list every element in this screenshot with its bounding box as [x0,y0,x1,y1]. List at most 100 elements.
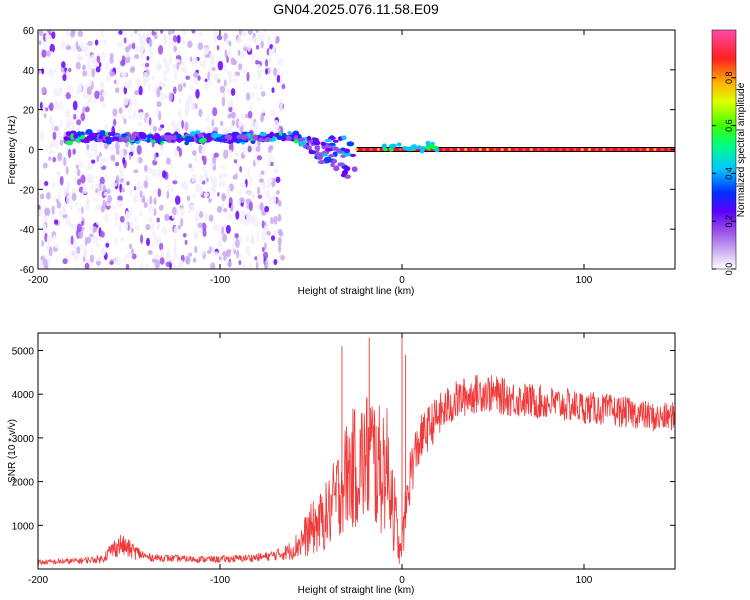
spectrogram-cell [159,242,164,251]
spectrogram-cell [189,85,194,90]
spectrogram-cell [77,207,82,214]
spectrogram-cell [195,183,201,193]
spectrogram-cell [246,251,252,257]
spectrogram-cell [70,44,77,52]
spectrogram-cell [529,148,533,151]
spectrogram-cell [206,177,209,183]
spectrogram-cell [115,141,120,152]
spectrogram-cell [59,138,64,147]
spectrogram-y-axis-label: Frequency (Hz) [7,116,18,185]
spectrogram-cell [195,89,200,99]
spectrogram-cell [226,186,231,191]
spectrogram-cell [123,95,129,106]
spectrogram-cell [38,69,41,75]
spectrogram-cell [139,112,144,121]
spectrogram-cell [156,217,161,224]
spectrogram-cell [226,189,230,200]
spectrogram-cell [105,74,112,82]
spectrogram-cell [65,108,71,118]
spectrogram-cell [257,32,261,42]
spectrogram-cell [178,98,182,104]
spectrogram-cell [134,225,140,231]
spectrogram-cell [62,258,68,265]
spectrogram-cell [420,146,426,151]
spectrogram-cell [263,251,269,260]
spectrogram-cell [237,49,241,56]
colorbar-tick-label: 0.6 [724,119,734,132]
spectrogram-cell [63,156,67,167]
x-tick-label: -100 [210,575,230,586]
spectrogram-cell [131,42,136,50]
spectrogram-cell [239,165,243,173]
spectrogram-cell [238,260,242,266]
spectrogram-cell [362,148,366,151]
spectrogram-cell [161,145,165,150]
spectrogram-cell [256,63,261,69]
spectrogram-cell [151,258,157,263]
spectrogram-cell [119,215,125,223]
spectrogram-cell [67,148,72,159]
spectrogram-cell [544,148,548,151]
spectrogram-cell [57,130,61,136]
spectrogram-cell [320,141,326,147]
spectrogram-cell [155,61,162,72]
spectrogram-cell [81,64,86,71]
spectrogram-cell [100,247,107,256]
spectrogram-cell [188,252,193,257]
spectrogram-cell [166,190,170,200]
y-tick-label: -60 [20,265,35,276]
spectrogram-cell [232,135,238,141]
spectrogram-cell [177,83,183,93]
spectrogram-cell [147,168,154,174]
spectrogram-cell [160,82,167,88]
spectrogram-cell [219,120,224,127]
spectrogram-cell [224,49,228,59]
spectrogram-cell [92,235,99,244]
spectrogram-cell [277,57,284,66]
spectrogram-cell [341,170,349,176]
spectrogram-cell [207,71,210,81]
spectrogram-cell [41,68,45,75]
spectrogram-cell [168,41,174,47]
spectrogram-cell [315,145,320,152]
spectrogram-cell [83,42,87,50]
spectrogram-cell [154,253,160,260]
spectrogram-cell [155,107,159,116]
spectrogram-cell [162,76,168,82]
spectrogram-cell [58,135,64,141]
spectrogram-cell [270,216,274,225]
spectrogram-cell [84,106,90,113]
spectrogram-cell [330,162,335,168]
spectrogram-cell [171,206,177,216]
spectrogram-cell [224,134,233,140]
spectrogram-cell [248,37,253,42]
spectrogram-cell [65,140,73,146]
spectrogram-cell [185,256,191,265]
spectrogram-cell [293,139,299,144]
spectrogram-cell [130,228,134,233]
spectrogram-cell [235,172,238,180]
spectrogram-cell [124,53,130,58]
spectrogram-cell [278,98,284,108]
spectrogram-cell [77,83,83,93]
spectrogram-cell [272,46,276,55]
spectrogram-cell [212,107,218,117]
spectrogram-cell [53,196,57,201]
spectrogram-cell [76,131,82,135]
spectrogram-cell [147,82,152,92]
spectrogram-cell [331,158,338,164]
spectrogram-cell [87,79,93,87]
spectrogram-cell [427,144,433,149]
spectrogram-cell [110,181,115,190]
spectrogram-cell [306,135,312,141]
spectrogram-cell [114,211,119,221]
spectrogram-cell [221,226,225,235]
x-tick-label: -200 [28,575,48,586]
spectrogram-cell [60,40,65,50]
spectrogram-cell [227,99,233,108]
spectrogram-cell [254,256,258,261]
spectrogram-cell [310,150,317,155]
spectrogram-cell [265,68,268,75]
spectrogram-cell [53,67,57,74]
spectrogram-cell [210,187,216,194]
